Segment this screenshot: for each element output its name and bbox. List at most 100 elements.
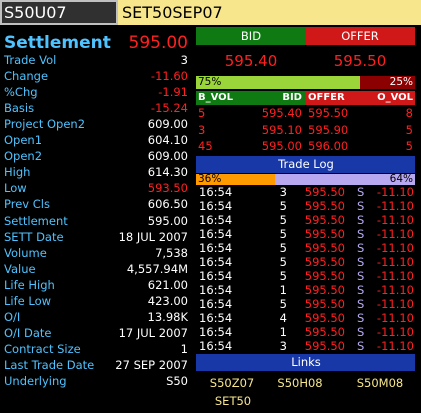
field-value: 4,557.94M bbox=[126, 261, 188, 276]
trade-cell: S bbox=[357, 199, 365, 213]
trade-cell: 595.50 bbox=[304, 255, 345, 269]
field-value: 593.50 bbox=[147, 181, 188, 196]
trade-cell: -11.10 bbox=[376, 269, 414, 283]
trade-cell: 16:54 bbox=[199, 199, 233, 213]
trade-cell: S bbox=[357, 255, 365, 269]
depth-cell: 595.40 bbox=[261, 106, 302, 120]
trade-cell: S bbox=[357, 297, 365, 311]
trade-cell: S bbox=[357, 227, 365, 241]
offer-label: OFFER bbox=[341, 29, 379, 43]
trade-cell: 5 bbox=[279, 255, 287, 269]
trade-cell: 16:54 bbox=[199, 255, 233, 269]
field-value: 13.98K bbox=[147, 309, 188, 324]
trade-cell: S bbox=[357, 325, 365, 339]
field-label: Settlement bbox=[4, 213, 68, 228]
link[interactable]: SET50 bbox=[214, 394, 252, 408]
depth-cell: 595.00 bbox=[261, 139, 302, 153]
trade-cell: 16:54 bbox=[199, 185, 233, 199]
trade-cell: 595.50 bbox=[304, 325, 345, 339]
field-value: 606.50 bbox=[147, 197, 188, 212]
field-value: -1.91 bbox=[158, 85, 188, 100]
field-value: 604.10 bbox=[147, 133, 188, 148]
field-value: 423.00 bbox=[147, 293, 188, 308]
trade-cell: 3 bbox=[279, 339, 287, 353]
bid-share-label: 75% bbox=[198, 76, 222, 88]
field-label: Life Low bbox=[4, 293, 52, 308]
offer-header bbox=[306, 27, 415, 45]
offer-share-bar bbox=[360, 76, 415, 89]
trade-cell: S bbox=[357, 185, 365, 199]
depth-column: OFFER bbox=[308, 92, 345, 103]
trade-cell: 16:54 bbox=[199, 339, 233, 353]
trade-cell: 3 bbox=[279, 185, 287, 199]
trade-cell: S bbox=[357, 213, 365, 227]
depth-column: B_VOL bbox=[198, 92, 234, 103]
field-value: -15.24 bbox=[150, 101, 188, 116]
trade-cell: 595.50 bbox=[304, 311, 345, 325]
field-value: 595.00 bbox=[147, 213, 188, 228]
field-label: Project Open2 bbox=[4, 117, 86, 132]
depth-cell: 595.50 bbox=[308, 106, 349, 120]
depth-cell: 3 bbox=[198, 122, 206, 137]
field-label: O/I Date bbox=[4, 325, 52, 340]
trade-cell: -11.10 bbox=[376, 213, 414, 227]
field-label: Underlying bbox=[4, 374, 67, 388]
trade-cell: 16:54 bbox=[199, 269, 233, 283]
field-label: Low bbox=[4, 181, 27, 196]
trade-cell: 595.50 bbox=[304, 297, 345, 311]
trade-cell: -11.10 bbox=[376, 311, 414, 325]
trade-cell: 5 bbox=[279, 199, 287, 213]
link[interactable]: S50H08 bbox=[277, 376, 323, 390]
field-label: Volume bbox=[4, 245, 47, 260]
depth-cell: 8 bbox=[405, 106, 413, 120]
trade-cell: 595.50 bbox=[304, 199, 345, 213]
field-value: 609.00 bbox=[147, 117, 188, 132]
trade-cell: 16:54 bbox=[199, 297, 233, 311]
field-label: Open1 bbox=[4, 133, 43, 148]
trade-log-title: Trade Log bbox=[278, 157, 334, 171]
field-value: 7,538 bbox=[155, 245, 188, 260]
field-label: Life High bbox=[4, 277, 55, 292]
depth-cell: 5 bbox=[405, 139, 413, 153]
buy-share-bar bbox=[196, 174, 275, 185]
trade-cell: 5 bbox=[279, 227, 287, 241]
trade-cell: 595.50 bbox=[304, 241, 345, 255]
depth-cell: 595.10 bbox=[261, 122, 302, 137]
offer-price: 595.50 bbox=[333, 52, 387, 70]
link[interactable]: S50M08 bbox=[356, 376, 404, 390]
field-label: O/I bbox=[4, 309, 21, 324]
depth-cell: 596.00 bbox=[308, 139, 349, 153]
field-value: 614.30 bbox=[147, 165, 188, 180]
field-value: -11.60 bbox=[150, 69, 188, 84]
trade-cell: S bbox=[357, 339, 365, 353]
trade-cell: -11.10 bbox=[376, 325, 414, 339]
trade-cell: 1 bbox=[279, 283, 287, 297]
trade-cell: -11.10 bbox=[376, 255, 414, 269]
field-label: High bbox=[4, 165, 31, 180]
trade-cell: -11.10 bbox=[376, 241, 414, 255]
trade-cell: 595.50 bbox=[304, 269, 345, 283]
series: SET50SEP07 bbox=[122, 3, 223, 22]
trade-cell: 5 bbox=[279, 269, 287, 283]
link[interactable]: S50Z07 bbox=[209, 376, 255, 390]
trade-cell: 16:54 bbox=[199, 311, 233, 325]
field-value: 27 SEP 2007 bbox=[115, 357, 188, 372]
trade-cell: -11.10 bbox=[376, 283, 414, 297]
field-label: Change bbox=[4, 69, 49, 84]
series-box bbox=[118, 0, 421, 25]
trade-cell: 16:54 bbox=[199, 325, 233, 339]
field-value: 18 JUL 2007 bbox=[118, 229, 188, 244]
field-label: Trade Vol bbox=[4, 53, 57, 67]
buy-share-label: 36% bbox=[198, 173, 222, 185]
field-label: Contract Size bbox=[4, 341, 81, 356]
summary-value: 595.00 bbox=[128, 33, 188, 53]
field-value: 1 bbox=[180, 341, 188, 356]
trade-cell: 595.50 bbox=[304, 227, 345, 241]
trade-cell: -11.10 bbox=[376, 227, 414, 241]
trade-cell: 595.50 bbox=[304, 185, 345, 199]
sell-share-bar bbox=[274, 174, 415, 185]
trade-cell: -11.10 bbox=[376, 185, 414, 199]
field-label: SETT Date bbox=[4, 229, 64, 244]
trade-cell: 16:54 bbox=[199, 241, 233, 255]
